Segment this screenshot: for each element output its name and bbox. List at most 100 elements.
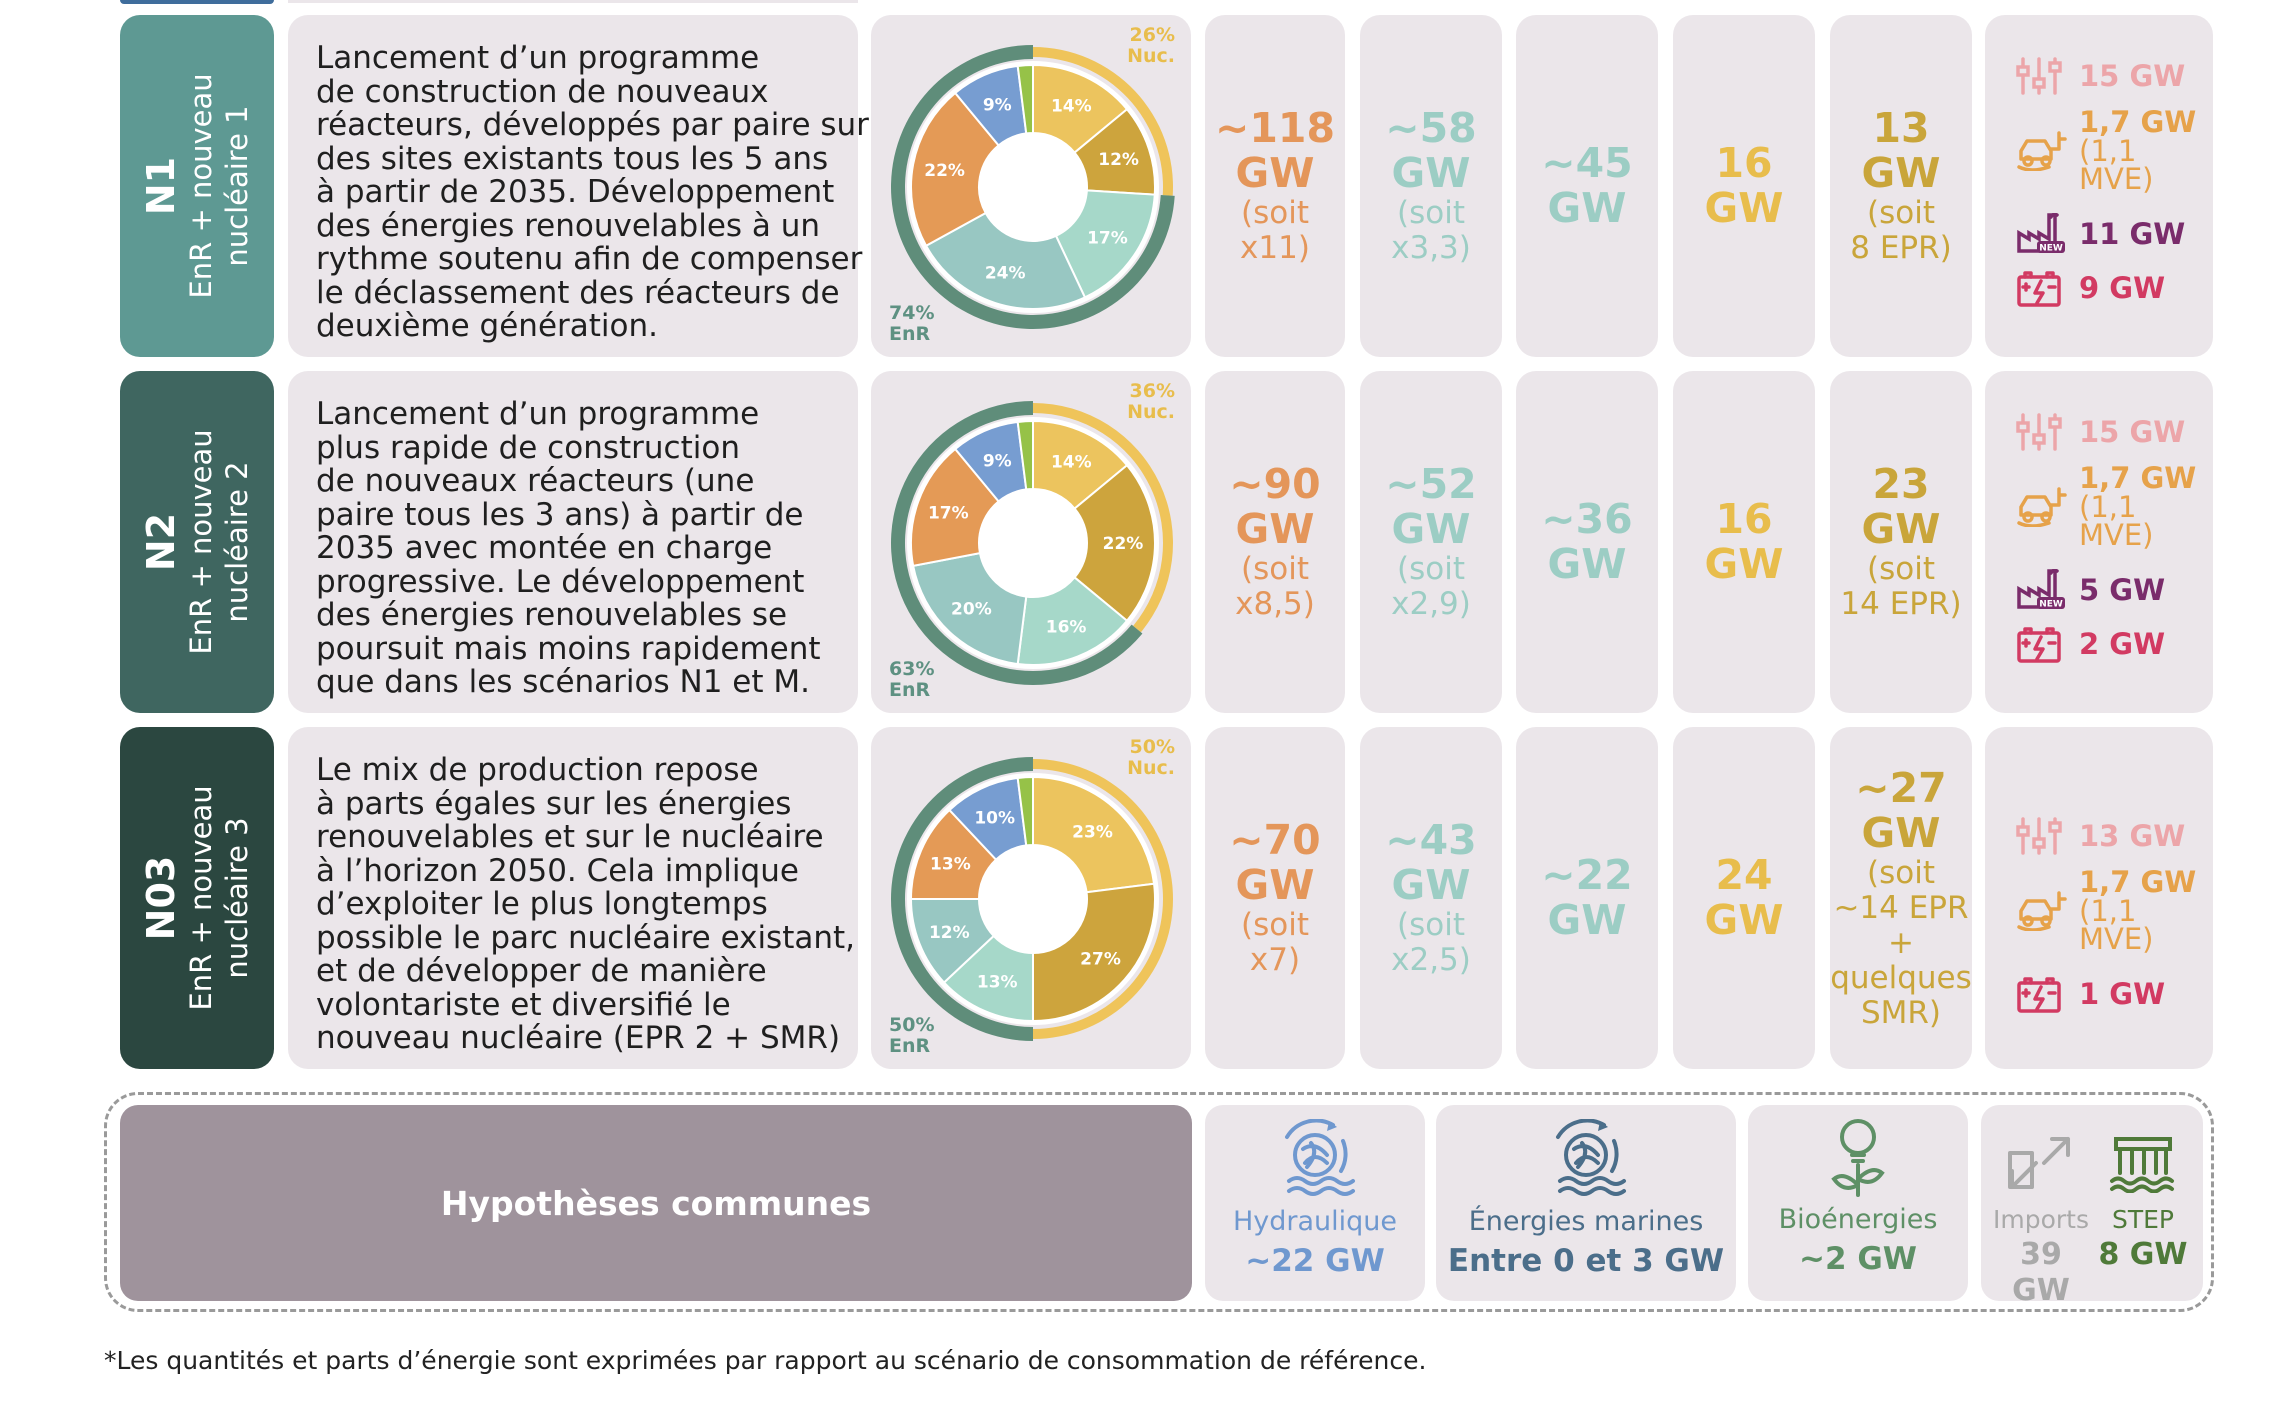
donut-segment-label: 14%	[1051, 453, 1092, 473]
capacity-number: 13	[1872, 104, 1930, 152]
capacity-number: ~27	[1855, 763, 1947, 812]
flexibility-card: 13 GW 1,7 GW (1,1 MVE) 1 GW	[1985, 727, 2213, 1069]
flex-text: 15 GW	[2079, 61, 2185, 91]
scenario-code: N2	[139, 512, 183, 572]
donut-hole	[981, 135, 1085, 239]
nuclear-share-label: 50% Nuc.	[1127, 737, 1175, 779]
capacity-unit: GW	[1704, 896, 1784, 944]
nuclear-outer-ring	[1033, 47, 1173, 196]
mix-donut-card: 26% Nuc. 74% EnR 14% 12% 17% 24% 22% 9%	[871, 15, 1191, 357]
enr-outer-ring	[891, 401, 1143, 685]
capacity-unit: GW	[1235, 861, 1315, 909]
scenario-label-text: N2 EnR + nouveau nucléaire 2	[139, 429, 255, 654]
capacity-number: ~43	[1385, 816, 1477, 864]
capacity-ratio: (soit	[1867, 854, 1935, 891]
description-line: Le mix de production repose	[316, 752, 759, 788]
capacity-unit: GW	[1704, 184, 1784, 232]
capacity-unit: GW	[1391, 861, 1471, 909]
capacity-ratio: (soit	[1397, 195, 1465, 231]
hydro-amount: ~22 GW	[1245, 1243, 1385, 1279]
mix-donut-card: 50% Nuc. 50% EnR 23% 27% 13% 12% 13% 10%	[871, 727, 1191, 1069]
flex-item-thermal: NEW 5 GW	[2015, 568, 2166, 611]
capacity-value-solar: ~118 GW (soit x11)	[1205, 15, 1345, 357]
capacity-ratio: +	[1888, 924, 1914, 961]
donut-segment-label: 16%	[1046, 618, 1087, 638]
capacity-ratio: 14 EPR)	[1840, 586, 1962, 622]
scenario-description: Lancement d’un programme plus rapide de c…	[288, 371, 858, 713]
capacity-unit: GW	[1861, 808, 1941, 857]
flex-text: 1,7 GW (1,1 MVE)	[2079, 107, 2213, 196]
marine-card: Énergies marines Entre 0 et 3 GW	[1436, 1105, 1736, 1301]
donut-segment-label: 13%	[930, 854, 971, 874]
flex-value: 5 GW	[2079, 573, 2166, 607]
capacity-ratio: x3,3)	[1391, 230, 1471, 266]
description-line: à partir de 2035. Développement	[316, 174, 835, 210]
imports-step-card: Imports 39 GW STEP 8 GW	[1981, 1105, 2203, 1308]
capacity-ratio: (soit	[1241, 551, 1309, 587]
top-row-remnant	[120, 0, 274, 4]
donut-segment	[1032, 882, 1156, 1023]
description-line: Lancement d’un programme	[316, 396, 760, 432]
donut-segment	[910, 91, 1000, 248]
capacity-ratio: 8 EPR)	[1850, 230, 1952, 266]
description-line: plus rapide de construction	[316, 429, 740, 466]
capacity-unit: GW	[1391, 149, 1471, 197]
donut-hole	[981, 847, 1085, 951]
donut-segment	[1032, 775, 1156, 894]
thermal-icon: NEW	[2015, 568, 2065, 611]
donut-segment-label: 13%	[977, 973, 1018, 993]
flex-value: 15 GW	[2079, 415, 2186, 449]
description-line: rythme soutenu afin de compenser	[316, 241, 863, 277]
description-line: progressive. Le développement	[316, 563, 805, 600]
imports-label: Imports	[1993, 1205, 2089, 1234]
description-line: que dans les scénarios N1 et M.	[316, 664, 810, 700]
flex-text: 2 GW	[2079, 629, 2165, 659]
description-line: volontariste et diversifié le	[316, 986, 731, 1023]
marine-amount: Entre 0 et 3 GW	[1447, 1243, 1725, 1279]
donut-segment-label: 17%	[928, 504, 969, 524]
capacity-ratio: quelques	[1830, 959, 1972, 996]
flex-value: 2 GW	[2079, 627, 2166, 661]
capacity-ratio: (soit	[1241, 195, 1309, 231]
donut-segment-label: 22%	[924, 161, 965, 181]
flex-value: 1,7 GW	[2079, 865, 2197, 899]
capacity-unit: GW	[1704, 540, 1784, 588]
description-line: renouvelables et sur le nucléaire	[316, 819, 824, 855]
lightbulb-plant-icon	[1831, 1119, 1885, 1197]
marine-label: Énergies marines	[1468, 1206, 1704, 1237]
scenario-description: Lancement d’un programme de construction …	[288, 15, 869, 357]
description-line: de nouveaux réacteurs (une	[316, 463, 755, 499]
v2g-icon	[2015, 129, 2067, 172]
donut-segment-label: 24%	[985, 264, 1026, 284]
scenario-subtitle-2: nucléaire 1	[220, 105, 254, 267]
flex-subvalue: (1,1 MVE)	[2079, 134, 2154, 196]
capacity-ratio: x7)	[1249, 942, 1301, 978]
hydro-card: Hydraulique ~22 GW	[1205, 1105, 1425, 1301]
scenario-label-n1: N1 EnR + nouveau nucléaire 1	[120, 15, 274, 357]
mix-donut-chart: 23% 27% 13% 12% 13% 10%	[890, 757, 1173, 1041]
nuclear-share-name: Nuc.	[1127, 757, 1175, 779]
capacity-card-existing-nuclear: 24 GW	[1673, 727, 1815, 1069]
donut-segment-label: 17%	[1087, 229, 1128, 249]
common-hypotheses-title: Hypothèses communes	[120, 1105, 1192, 1301]
donut-segment-label: 23%	[1072, 822, 1113, 842]
donut-segment-label: 20%	[951, 600, 992, 620]
flex-value: 9 GW	[2079, 271, 2166, 305]
capacity-ratio: SMR)	[1860, 994, 1942, 1031]
capacity-number: 16	[1715, 139, 1773, 187]
scenario-description: Le mix de production repose à parts égale…	[288, 727, 858, 1069]
capacity-number: 16	[1715, 495, 1773, 543]
battery-icon	[2015, 623, 2063, 665]
flex-item-v2g: 1,7 GW (1,1 MVE)	[2015, 865, 2213, 954]
donut-segment-label: 12%	[929, 923, 970, 943]
flex-text: 11 GW	[2079, 219, 2185, 249]
nuclear-share-label: 36% Nuc.	[1127, 381, 1175, 423]
donut-hole	[981, 491, 1085, 595]
enr-share-label: 63% EnR	[889, 659, 934, 701]
nuclear-outer-ring	[1033, 403, 1173, 633]
donut-segment	[1073, 463, 1156, 623]
capacity-card-existing-nuclear: 16 GW	[1673, 15, 1815, 357]
marine-icon	[1556, 1118, 1626, 1196]
flexibility-card: 15 GW 1,7 GW (1,1 MVE) NEW 11 GW 9 GW	[1985, 15, 2213, 357]
description-line: des énergies renouvelables se	[316, 597, 788, 633]
